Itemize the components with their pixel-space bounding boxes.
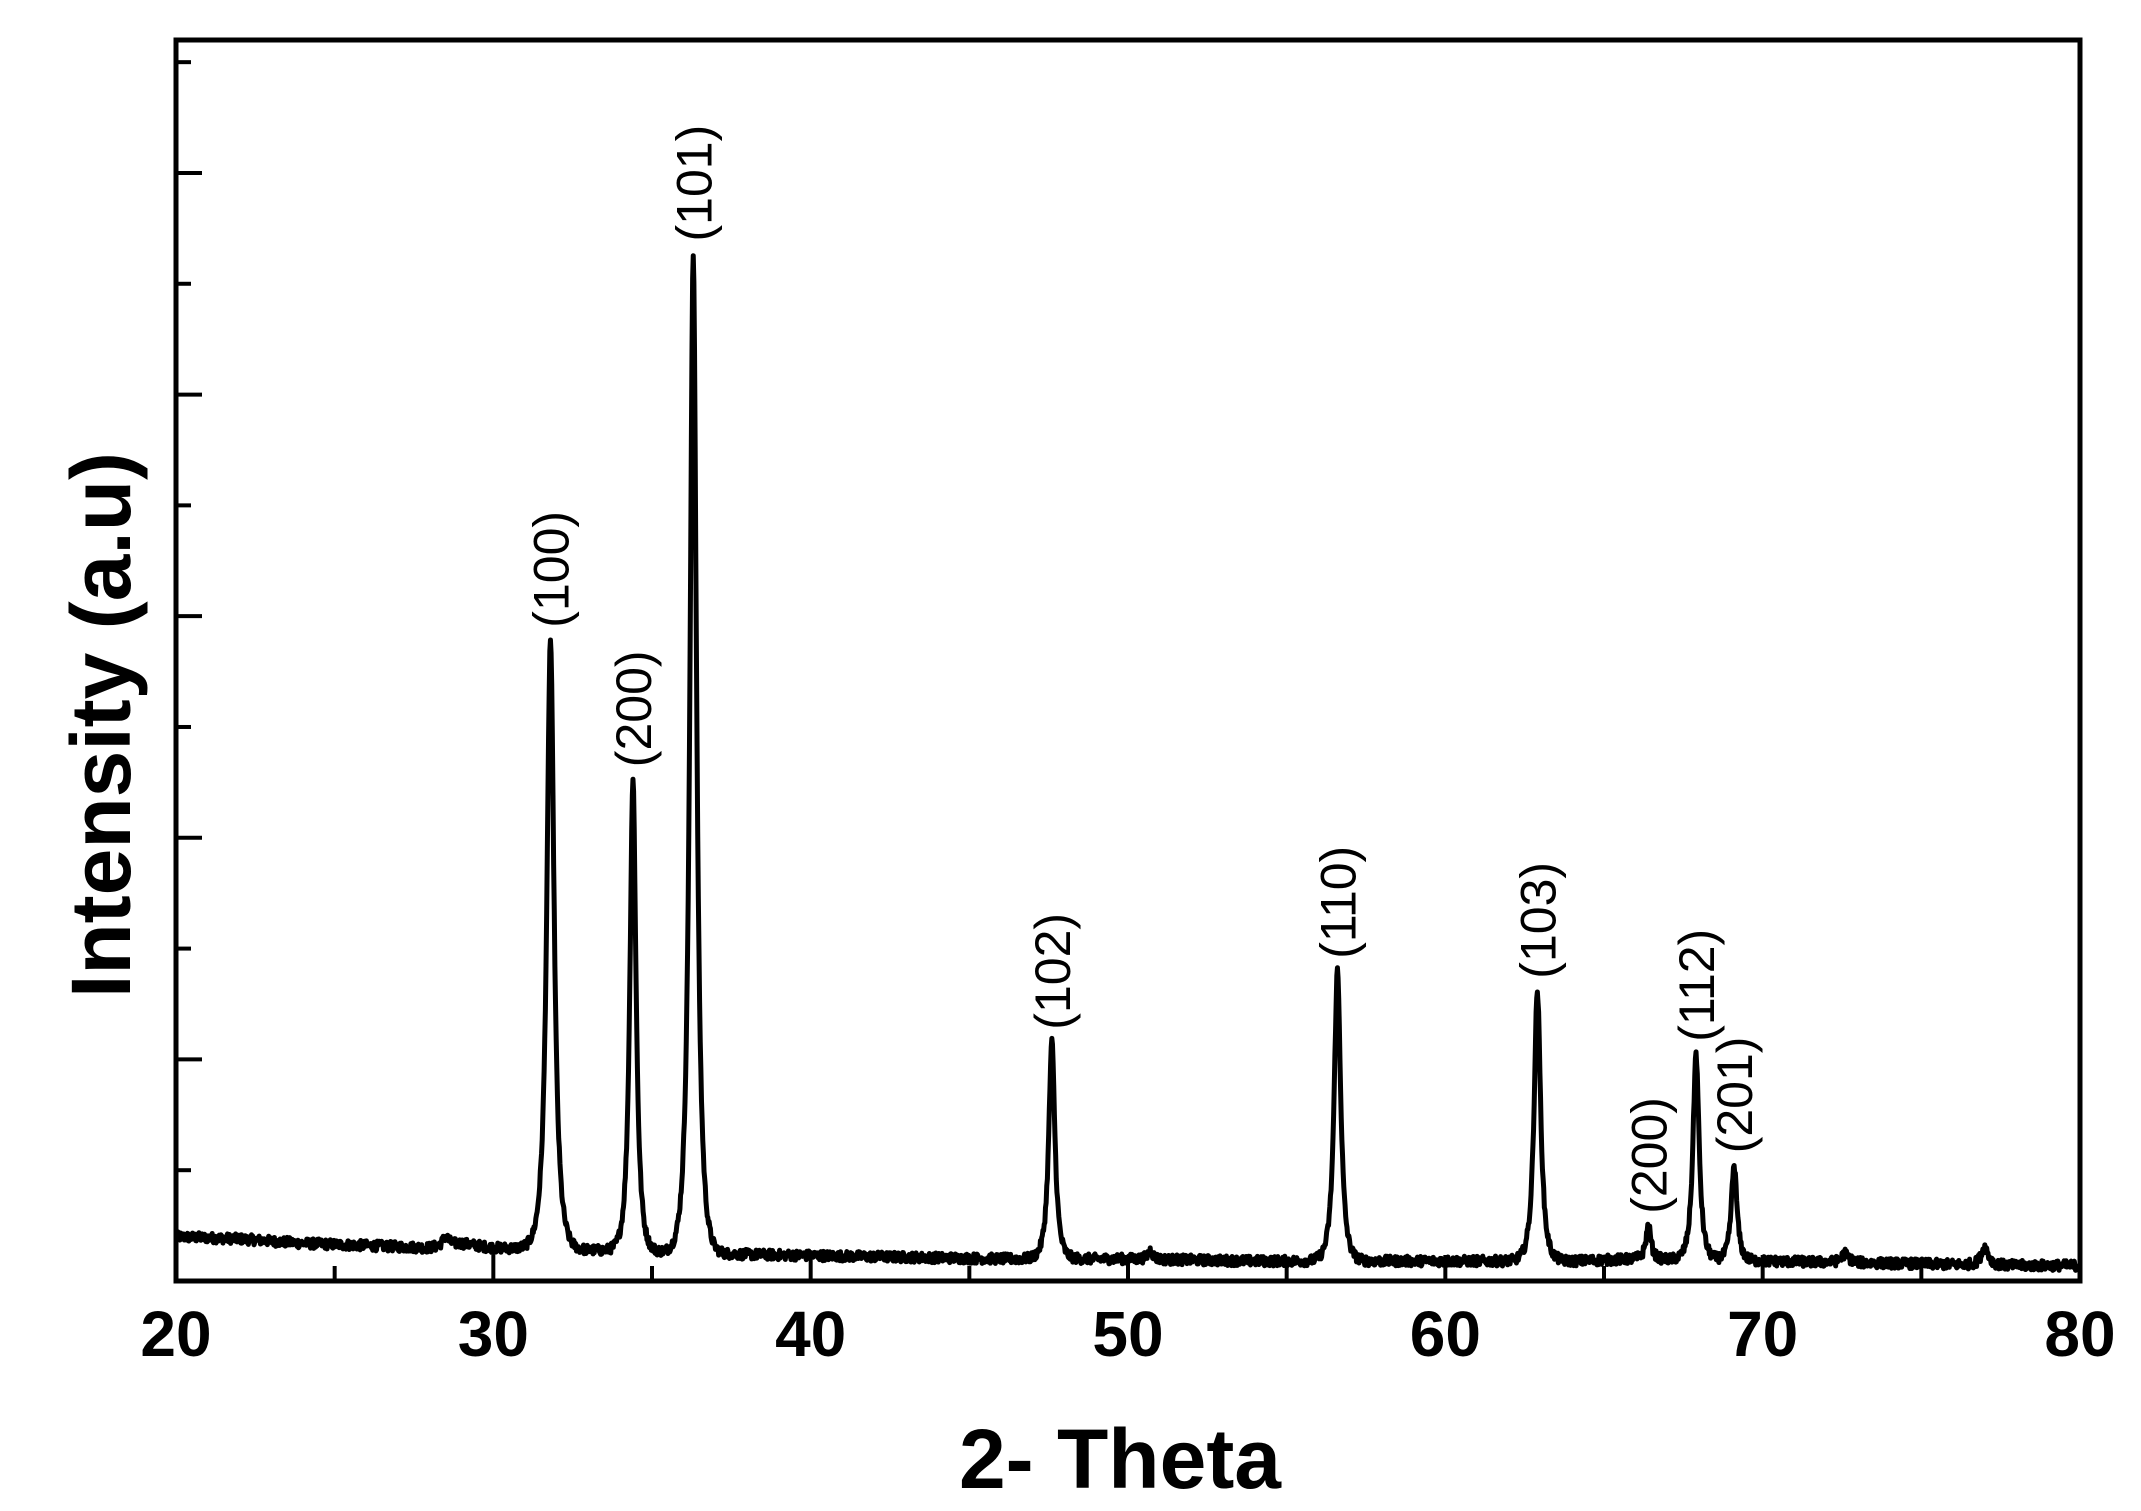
plot-border	[173, 37, 2083, 1284]
peak-label: (110)	[1310, 846, 1366, 959]
plot-frame	[173, 37, 2083, 1284]
y-axis-title: Intensity (a.u)	[54, 452, 148, 998]
peak-label: (102)	[1025, 913, 1081, 1030]
peak-label: (200)	[1621, 1097, 1677, 1214]
peak-label: (112)	[1669, 929, 1725, 1042]
peak-label: (101)	[666, 125, 722, 242]
series-layer	[173, 253, 2082, 1273]
peak-label: (103)	[1510, 862, 1566, 979]
peak-label: (200)	[606, 650, 662, 767]
x-tick-label: 20	[140, 1298, 211, 1370]
x-tick-label: 30	[458, 1298, 529, 1370]
x-axis-title: 2- Theta	[959, 1412, 1282, 1506]
x-tick-label: 50	[1092, 1298, 1163, 1370]
axis-ticks	[174, 60, 2082, 1281]
x-tick-label: 60	[1410, 1298, 1481, 1370]
x-tick-label: 80	[2044, 1298, 2115, 1370]
xrd-pattern-line	[173, 253, 2082, 1273]
peak-labels: (100) (200) (101) (102) (110) (103) (200) (112)…	[524, 125, 1764, 1214]
peak-label: (201)	[1707, 1037, 1763, 1154]
x-tick-label: 40	[775, 1298, 846, 1370]
x-tick-label: 70	[1727, 1298, 1798, 1370]
x-tick-labels: 20 30 40 50 60 70 80	[140, 1298, 2115, 1370]
peak-label: (100)	[524, 511, 580, 628]
